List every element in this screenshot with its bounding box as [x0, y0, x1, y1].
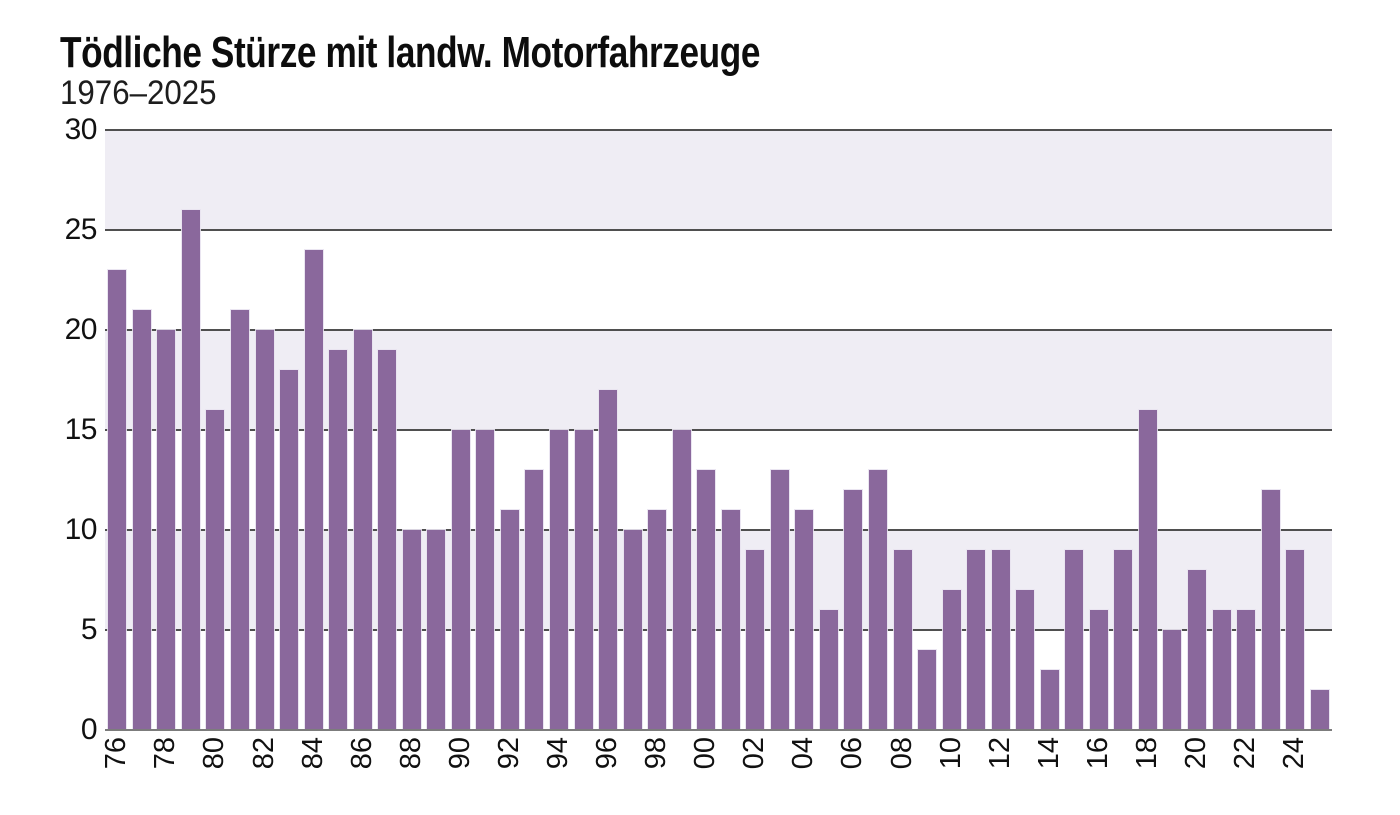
- x-tick-label-78: 78: [149, 737, 182, 770]
- bar-1992: [500, 510, 519, 730]
- x-tick-label-14: 14: [1032, 737, 1065, 770]
- y-tick-label-25: 25: [64, 213, 98, 246]
- x-axis-line: [105, 729, 1332, 731]
- bar-2013: [1016, 590, 1035, 730]
- bar-2003: [770, 470, 789, 730]
- x-tick-label-16: 16: [1081, 737, 1114, 770]
- y-tick-label-15: 15: [64, 413, 98, 446]
- x-tick-label-20: 20: [1180, 737, 1213, 770]
- x-tick-label-88: 88: [394, 737, 427, 770]
- bar-2000: [697, 470, 716, 730]
- y-tick-label-0: 0: [80, 713, 98, 746]
- bar-1996: [599, 390, 618, 730]
- bar-1985: [329, 350, 348, 730]
- x-tick-label-92: 92: [492, 737, 525, 770]
- bar-2014: [1040, 670, 1059, 730]
- bar-1989: [427, 530, 446, 730]
- chart-title: Tödliche Stürze mit landw. Motorfahrzeug…: [60, 28, 761, 77]
- x-tick-label-12: 12: [983, 737, 1016, 770]
- y-tick-label-20: 20: [64, 313, 98, 346]
- x-tick-label-04: 04: [787, 737, 820, 770]
- bar-1983: [280, 370, 299, 730]
- bar-2005: [819, 610, 838, 730]
- bar-2015: [1065, 550, 1084, 730]
- bar-1994: [549, 430, 568, 730]
- x-tick-label-86: 86: [345, 737, 378, 770]
- bar-2016: [1089, 610, 1108, 730]
- x-tick-label-00: 00: [689, 737, 722, 770]
- chart-subtitle: 1976–2025: [60, 74, 217, 112]
- bar-1995: [574, 430, 593, 730]
- x-tick-label-08: 08: [885, 737, 918, 770]
- gridline-20: [105, 329, 1332, 331]
- bar-1997: [623, 530, 642, 730]
- bar-1979: [181, 210, 200, 730]
- x-tick-label-96: 96: [591, 737, 624, 770]
- x-tick-label-84: 84: [296, 737, 329, 770]
- bar-2024: [1286, 550, 1305, 730]
- x-tick-label-24: 24: [1278, 737, 1311, 770]
- bar-2018: [1138, 410, 1157, 730]
- y-tick-label-5: 5: [80, 613, 98, 646]
- bar-2025: [1310, 690, 1329, 730]
- bar-1998: [648, 510, 667, 730]
- bar-2002: [746, 550, 765, 730]
- bar-2017: [1114, 550, 1133, 730]
- bar-1978: [157, 330, 176, 730]
- gridline-5: [105, 629, 1332, 631]
- x-tick-label-18: 18: [1130, 737, 1163, 770]
- x-tick-label-94: 94: [541, 737, 574, 770]
- bar-2019: [1163, 630, 1182, 730]
- x-tick-label-10: 10: [934, 737, 967, 770]
- y-tick-label-10: 10: [64, 513, 98, 546]
- bar-2023: [1261, 490, 1280, 730]
- bar-2007: [869, 470, 887, 730]
- gridline-10: [105, 529, 1332, 531]
- gridline-15: [105, 429, 1332, 431]
- x-tick-label-98: 98: [640, 737, 673, 770]
- bar-1977: [132, 310, 151, 730]
- y-tick-label-30: 30: [64, 113, 98, 146]
- gridline-30: [105, 129, 1332, 131]
- bar-1982: [255, 330, 274, 730]
- bar-1988: [402, 530, 421, 730]
- x-tick-label-22: 22: [1229, 737, 1262, 770]
- plot-area: [105, 129, 1332, 731]
- bar-1993: [525, 470, 544, 730]
- x-tick-label-80: 80: [198, 737, 231, 770]
- bar-2012: [991, 550, 1010, 730]
- bar-2001: [721, 510, 740, 730]
- bar-1999: [672, 430, 691, 730]
- bar-1987: [378, 350, 397, 730]
- bar-1981: [230, 310, 249, 730]
- bar-1991: [476, 430, 495, 730]
- bar-2004: [795, 510, 814, 730]
- bar-2020: [1188, 570, 1207, 730]
- bar-1986: [353, 330, 372, 730]
- x-tick-label-82: 82: [247, 737, 280, 770]
- bar-1984: [304, 250, 323, 730]
- shaded-band: [105, 130, 1332, 230]
- bar-1990: [451, 430, 470, 730]
- x-tick-label-06: 06: [836, 737, 869, 770]
- bar-2009: [918, 650, 937, 730]
- bar-2010: [942, 590, 961, 730]
- bar-2006: [844, 490, 863, 730]
- bar-2022: [1237, 610, 1256, 730]
- bar-1980: [206, 410, 225, 730]
- x-tick-label-90: 90: [443, 737, 476, 770]
- bar-2008: [893, 550, 912, 730]
- gridline-25: [105, 229, 1332, 231]
- bar-2011: [967, 550, 986, 730]
- bar-1976: [108, 270, 127, 730]
- x-tick-label-76: 76: [100, 737, 133, 770]
- bar-2021: [1212, 610, 1231, 730]
- x-tick-label-02: 02: [738, 737, 771, 770]
